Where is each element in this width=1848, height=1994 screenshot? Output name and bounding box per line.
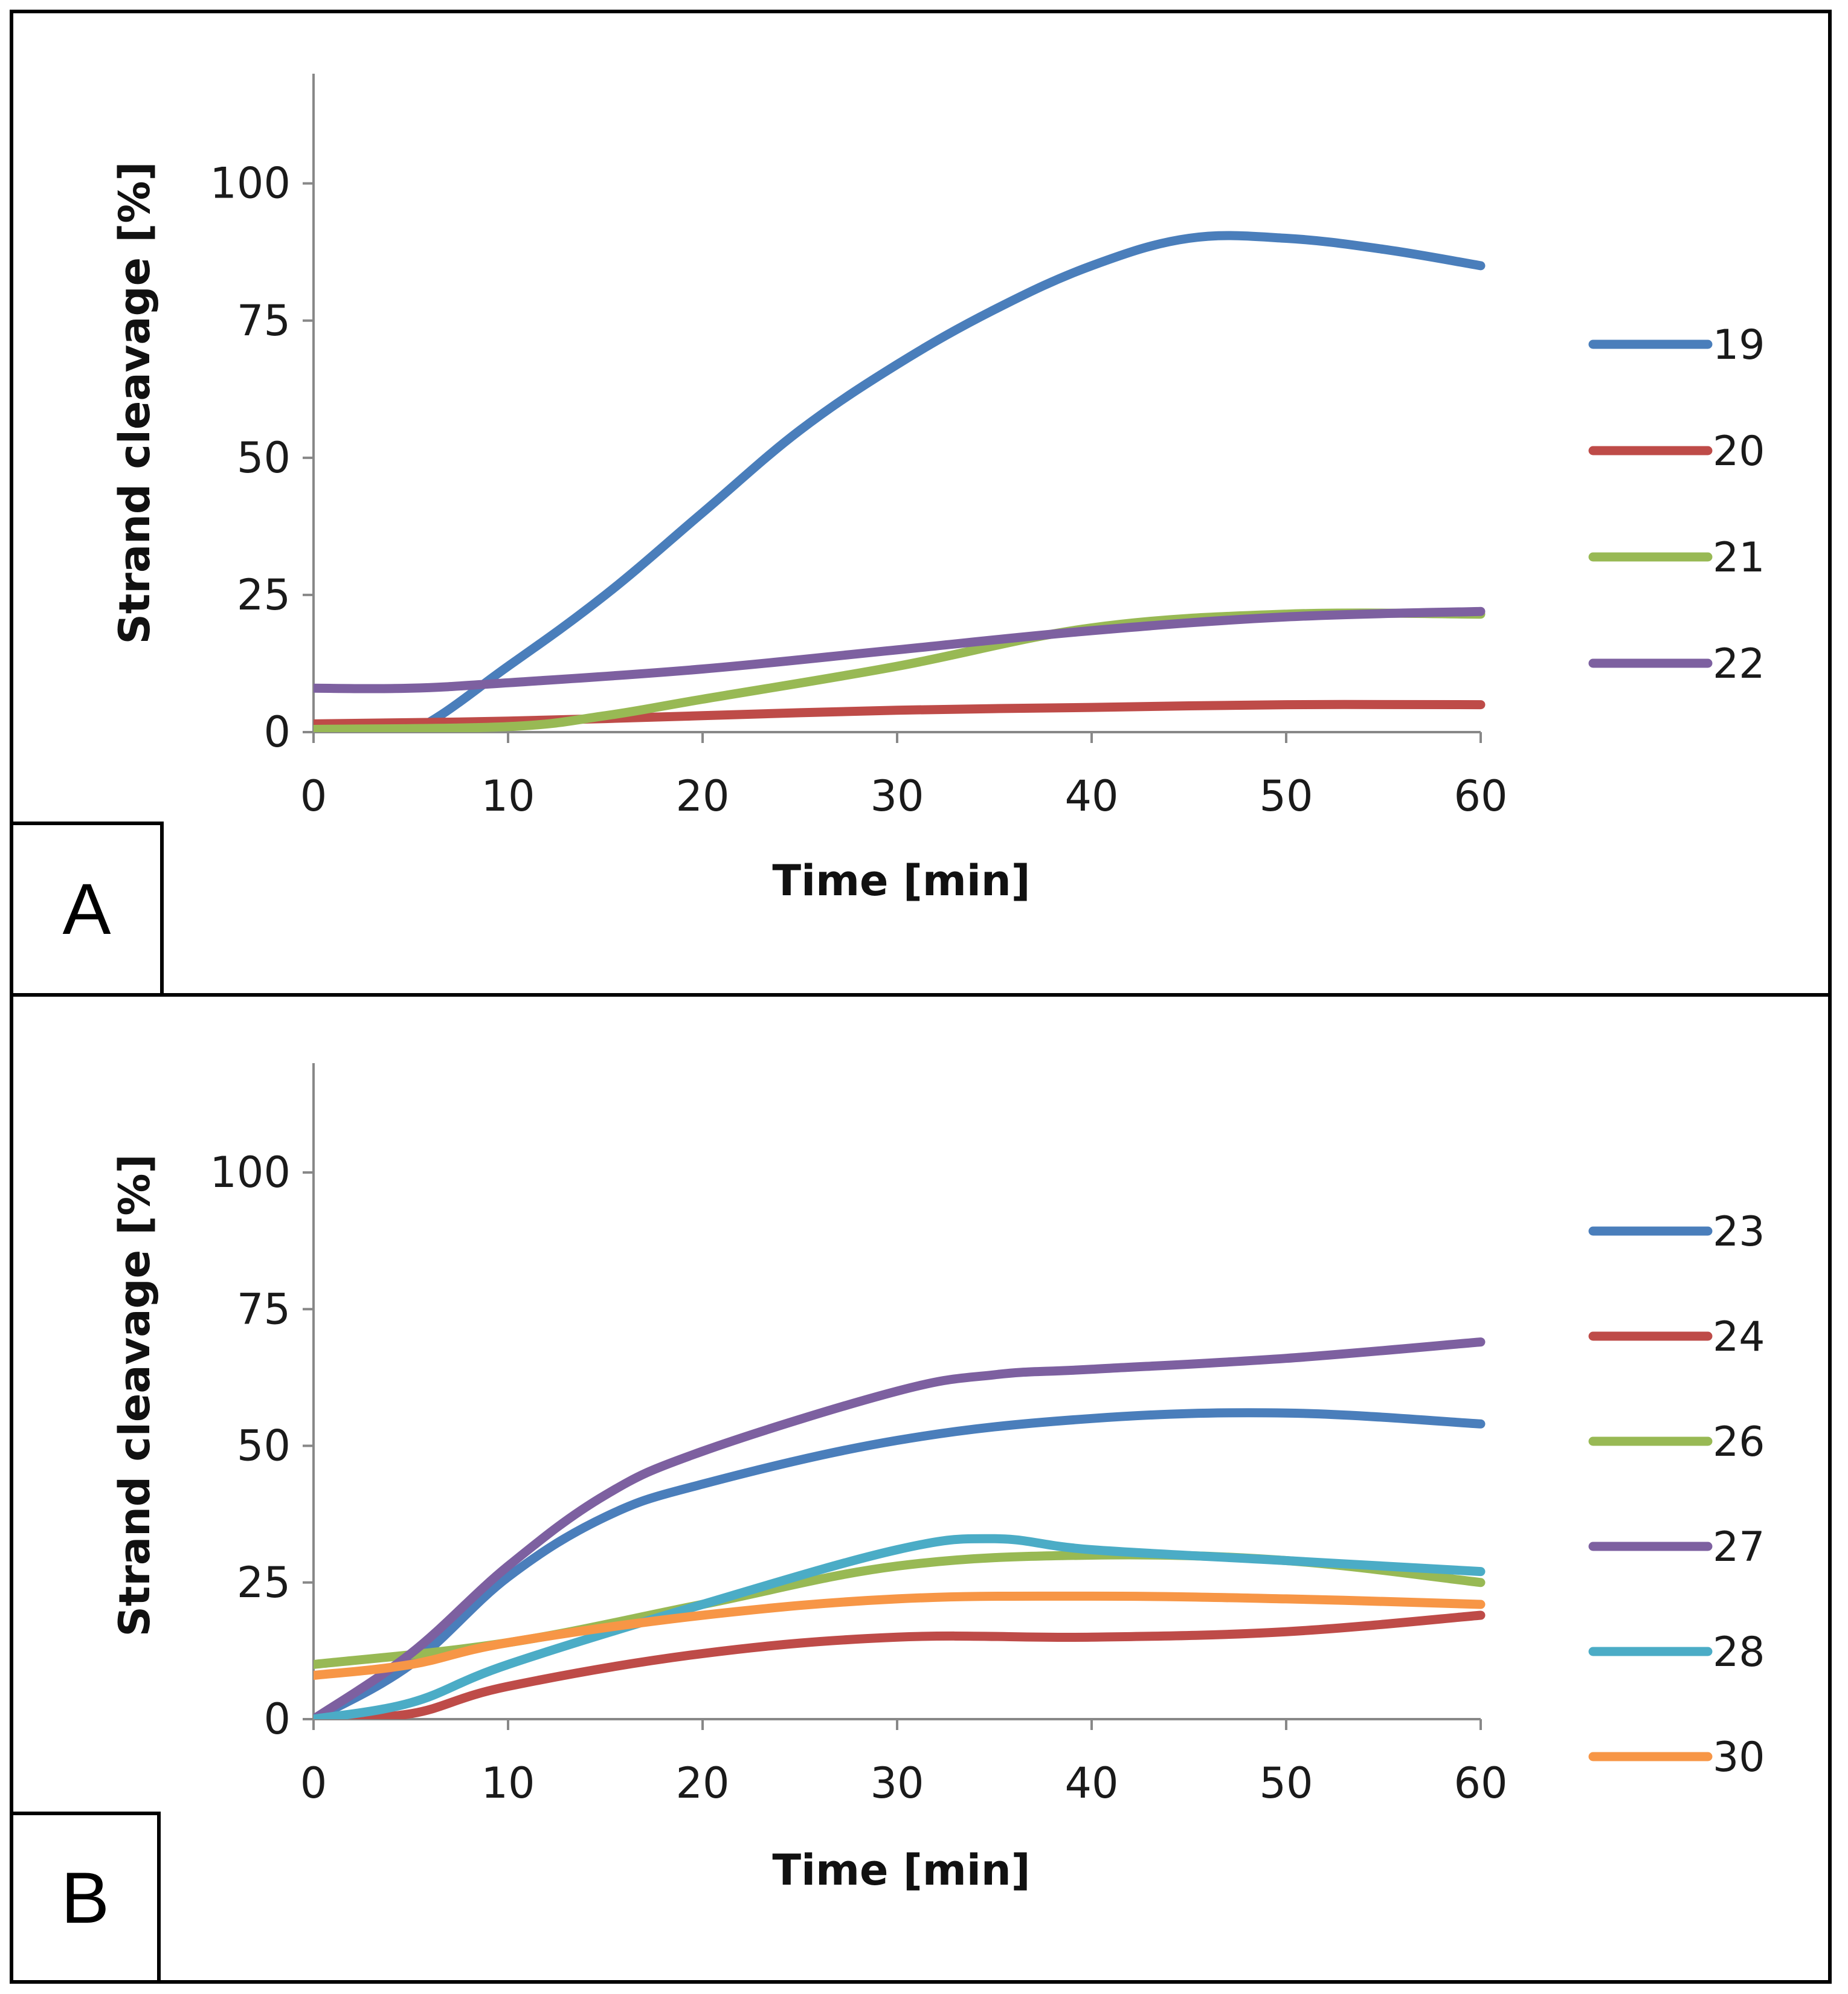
x-tick-label: 0 xyxy=(300,1758,327,1808)
y-tick-label: 25 xyxy=(237,570,291,620)
x-axis-title: Time [min] xyxy=(772,1845,1030,1895)
chart-a: 0 25 50 75 100 0 10 20 30 40 50 60 Time [min] Stra… xyxy=(110,74,1765,905)
x-tick-label: 20 xyxy=(675,771,729,821)
legend-label-20: 20 xyxy=(1713,428,1765,475)
legend-label-30: 30 xyxy=(1713,1734,1765,1781)
x-tick-label: 50 xyxy=(1259,771,1313,821)
x-tick-label: 40 xyxy=(1064,1758,1118,1808)
series-line-27 xyxy=(314,1337,1486,1719)
y-tick-label: 25 xyxy=(237,1558,291,1607)
panel-label: B xyxy=(60,1857,110,1938)
legend-label-26: 26 xyxy=(1713,1418,1765,1466)
legend-label-23: 23 xyxy=(1713,1208,1765,1256)
y-axis-title: Strand cleavage [%] xyxy=(110,161,159,644)
series-line-19 xyxy=(399,231,1486,732)
panel-b: 0 25 50 75 100 0 10 20 30 40 50 60 Time [min] Stra… xyxy=(10,993,1832,1984)
y-axis-title: Strand cleavage [%] xyxy=(110,1154,159,1636)
legend-label-27: 27 xyxy=(1713,1523,1765,1571)
legend: 23 24 26 27 28 30 xyxy=(1588,1208,1765,1781)
x-tick-label: 30 xyxy=(870,771,924,821)
y-tick-label: 50 xyxy=(237,1421,291,1471)
x-tick-label: 0 xyxy=(300,771,327,821)
x-tick-label: 50 xyxy=(1259,1758,1313,1808)
x-tick-marks xyxy=(312,732,1482,743)
x-tick-labels: 0 10 20 30 40 50 60 xyxy=(300,1758,1508,1808)
y-tick-label: 100 xyxy=(210,1148,291,1197)
series-lines xyxy=(314,231,1486,732)
x-axis-title: Time [min] xyxy=(772,856,1030,905)
x-tick-labels: 0 10 20 30 40 50 60 xyxy=(300,771,1508,821)
y-tick-label: 0 xyxy=(263,1694,291,1744)
y-tick-label: 0 xyxy=(263,707,291,757)
y-tick-labels: 0 25 50 75 100 xyxy=(210,159,291,757)
series-line-28 xyxy=(314,1534,1486,1719)
panel-a: 0 25 50 75 100 0 10 20 30 40 50 60 Time [min] Stra… xyxy=(10,10,1832,997)
y-tick-marks xyxy=(303,182,314,733)
x-tick-label: 60 xyxy=(1454,1758,1507,1808)
chart-b: 0 25 50 75 100 0 10 20 30 40 50 60 Time [min] Stra… xyxy=(110,1063,1765,1895)
x-tick-label: 60 xyxy=(1454,771,1507,821)
series-line-24 xyxy=(314,1610,1486,1719)
series-line-20 xyxy=(314,700,1486,728)
series-line-23 xyxy=(314,1408,1486,1719)
y-tick-marks xyxy=(303,1171,314,1720)
y-tick-label: 75 xyxy=(237,296,291,346)
y-tick-labels: 0 25 50 75 100 xyxy=(210,1148,291,1744)
series-lines xyxy=(314,1337,1486,1719)
plot-area: 0 25 50 75 100 0 10 20 30 40 50 60 xyxy=(210,74,1508,821)
x-tick-label: 10 xyxy=(481,1758,535,1808)
legend: 19 20 21 22 xyxy=(1588,321,1765,688)
legend-label-24: 24 xyxy=(1713,1313,1765,1361)
legend-label-21: 21 xyxy=(1713,534,1765,582)
y-tick-label: 100 xyxy=(210,159,291,208)
series-line-30 xyxy=(314,1591,1486,1680)
legend-label-19: 19 xyxy=(1713,321,1765,369)
panel-label-box: B xyxy=(10,1812,161,1984)
x-tick-label: 10 xyxy=(481,771,535,821)
x-tick-label: 20 xyxy=(675,1758,729,1808)
legend-label-28: 28 xyxy=(1713,1629,1765,1676)
y-tick-label: 75 xyxy=(237,1284,291,1334)
x-tick-label: 30 xyxy=(870,1758,924,1808)
x-tick-marks xyxy=(312,1719,1482,1730)
panel-label-box: A xyxy=(10,822,164,997)
panel-label: A xyxy=(62,869,111,950)
x-tick-label: 40 xyxy=(1064,771,1118,821)
y-tick-label: 50 xyxy=(237,433,291,483)
plot-area: 0 25 50 75 100 0 10 20 30 40 50 60 xyxy=(210,1063,1508,1808)
series-line-22 xyxy=(314,606,1486,693)
legend-label-22: 22 xyxy=(1713,640,1765,688)
